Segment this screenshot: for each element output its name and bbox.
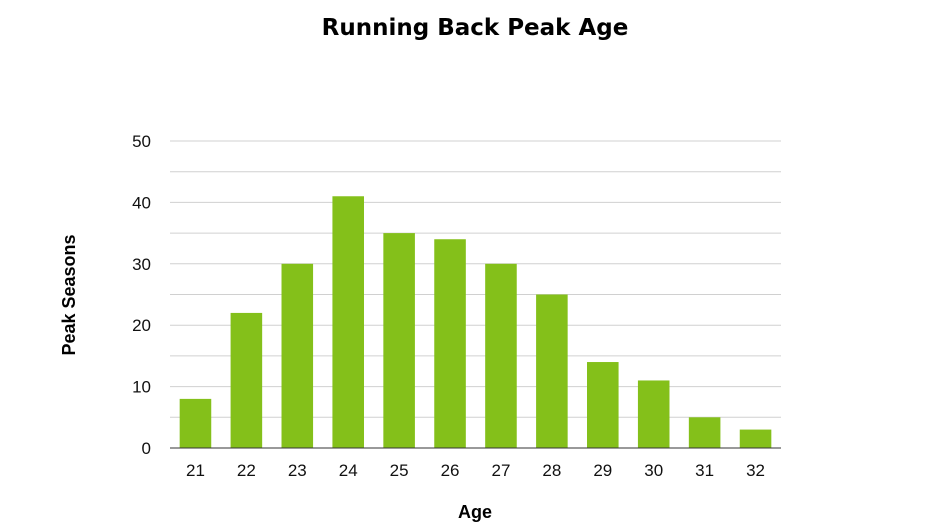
y-tick-label: 40 (132, 193, 151, 212)
x-tick-label: 24 (339, 461, 358, 480)
bar-age-25 (383, 233, 415, 448)
x-tick-label: 26 (441, 461, 460, 480)
y-tick-label: 50 (132, 132, 151, 151)
y-tick-labels: 0 10 20 30 40 50 (132, 132, 151, 458)
bars (179, 196, 772, 448)
bar-age-23 (281, 263, 314, 448)
chart-title: Running Back Peak Age (322, 15, 629, 41)
y-axis-label: Peak Seasons (59, 234, 79, 355)
x-tick-label: 21 (186, 461, 205, 480)
y-tick-label: 10 (132, 378, 151, 397)
gridlines (170, 140, 781, 418)
bar-age-21 (179, 398, 212, 448)
x-axis-label: Age (458, 502, 492, 522)
bar-age-30 (637, 380, 670, 448)
x-tick-label: 22 (237, 461, 256, 480)
y-tick-label: 30 (132, 255, 151, 274)
x-tick-label: 27 (491, 461, 510, 480)
bar-age-26 (434, 239, 466, 448)
x-tick-label: 23 (288, 461, 307, 480)
x-tick-label: 28 (542, 461, 561, 480)
y-tick-label: 20 (132, 316, 151, 335)
x-tick-labels: 21 22 23 24 25 26 27 28 29 30 31 32 (186, 461, 765, 480)
x-tick-label: 30 (644, 461, 663, 480)
bar-age-29 (587, 362, 619, 448)
x-tick-label: 31 (695, 461, 714, 480)
bar-age-31 (688, 417, 721, 448)
bar-age-28 (536, 294, 568, 448)
bar-age-32 (739, 429, 772, 448)
bar-age-22 (230, 312, 263, 448)
bar-age-24 (332, 196, 364, 448)
bar-age-27 (485, 263, 517, 448)
x-tick-label: 32 (746, 461, 765, 480)
x-tick-label: 29 (593, 461, 612, 480)
y-tick-label: 0 (142, 439, 151, 458)
x-tick-label: 25 (390, 461, 409, 480)
